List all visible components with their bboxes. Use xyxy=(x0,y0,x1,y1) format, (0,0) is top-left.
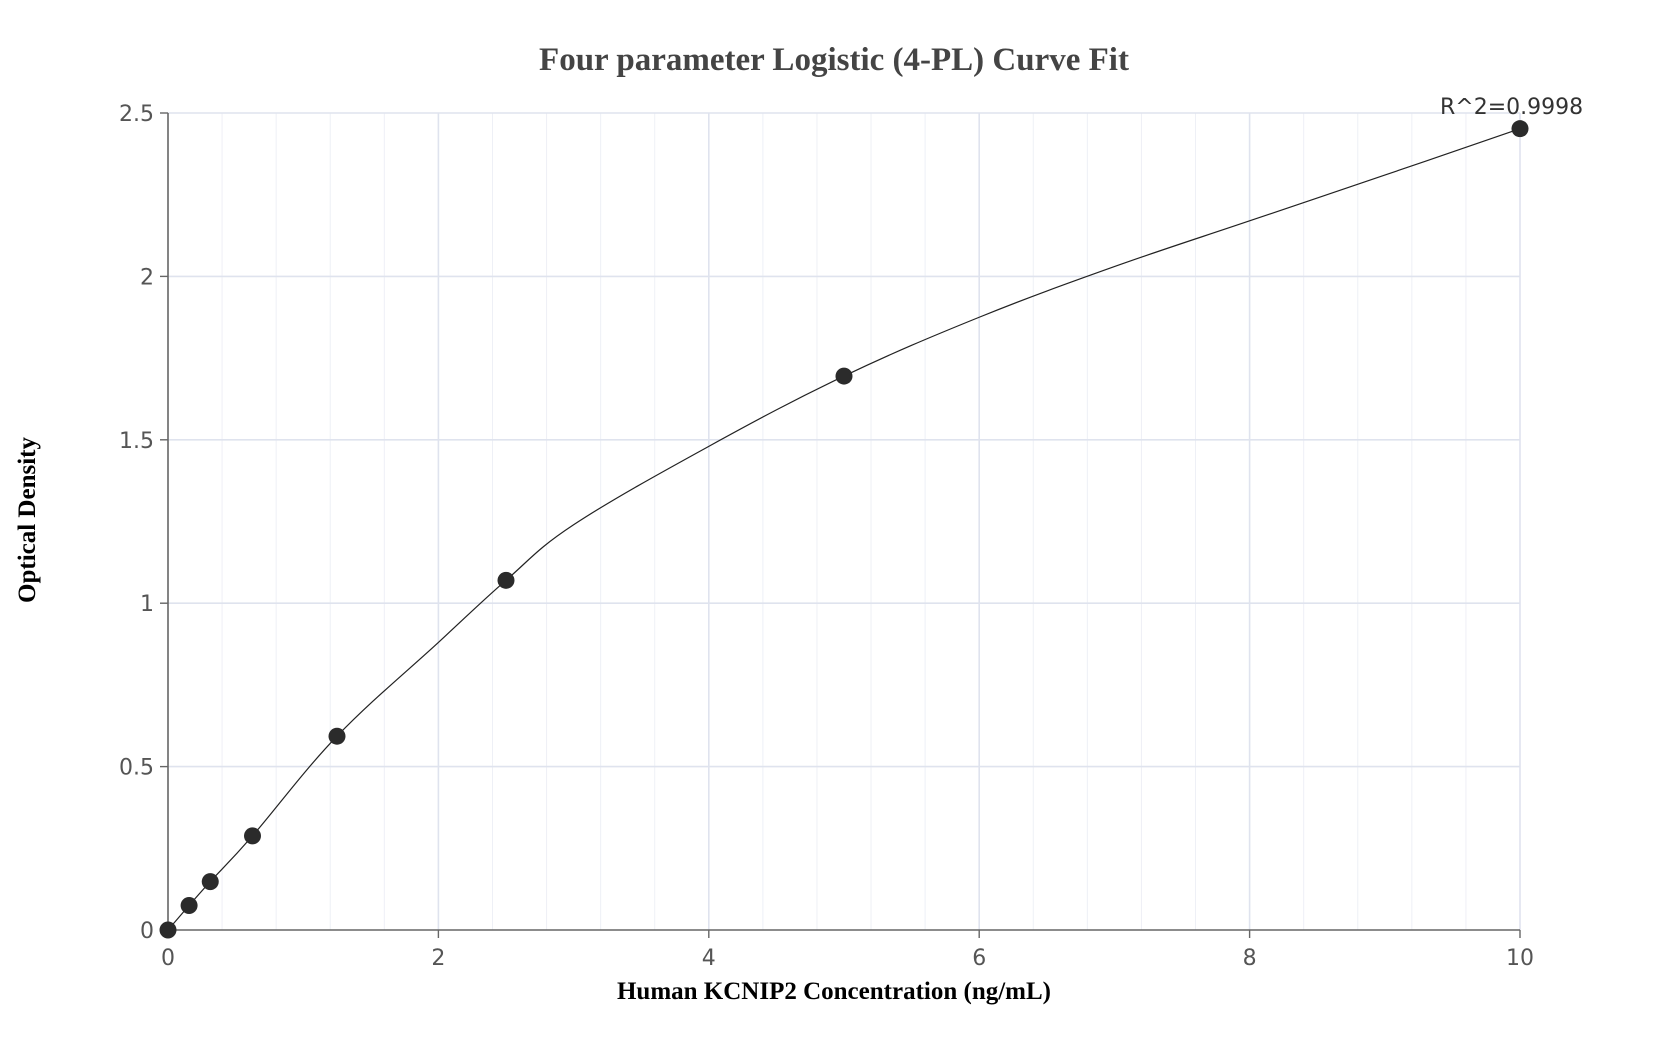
chart-title: Four parameter Logistic (4-PL) Curve Fit xyxy=(539,42,1129,78)
y-tick-label: 2.5 xyxy=(119,102,154,127)
y-tick-label: 2 xyxy=(140,265,154,290)
data-point xyxy=(244,827,261,845)
data-point xyxy=(1511,120,1529,138)
x-tick-label: 6 xyxy=(972,946,986,971)
axes xyxy=(167,113,1520,931)
data-point xyxy=(159,921,177,939)
y-axis-title: Optical Density xyxy=(14,437,41,603)
x-tick-label: 8 xyxy=(1243,946,1257,971)
data-point xyxy=(497,571,515,589)
data-point xyxy=(201,873,219,891)
x-tick-label: 2 xyxy=(431,946,445,971)
x-tick-label: 4 xyxy=(702,946,716,971)
y-tick-label: 0.5 xyxy=(119,756,154,781)
data-point xyxy=(180,896,198,914)
y-axis-ticks: 0 0.5 1 1.5 2 2.5 xyxy=(119,102,168,944)
y-tick-label: 1 xyxy=(140,592,154,617)
x-axis-title: Human KCNIP2 Concentration (ng/mL) xyxy=(617,978,1051,1005)
data-point xyxy=(835,367,853,385)
fitted-curve-line xyxy=(167,128,1521,931)
r-squared-annotation: R^2=0.9998 xyxy=(1440,95,1583,120)
x-tick-label: 0 xyxy=(161,946,175,971)
data-point xyxy=(328,727,346,745)
grid xyxy=(168,112,1521,930)
y-tick-label: 0 xyxy=(140,919,154,944)
data-points xyxy=(159,120,1529,939)
y-tick-label: 1.5 xyxy=(119,429,154,454)
x-tick-label: 10 xyxy=(1506,946,1534,971)
x-axis-ticks: 0 2 4 6 8 10 xyxy=(161,930,1534,971)
